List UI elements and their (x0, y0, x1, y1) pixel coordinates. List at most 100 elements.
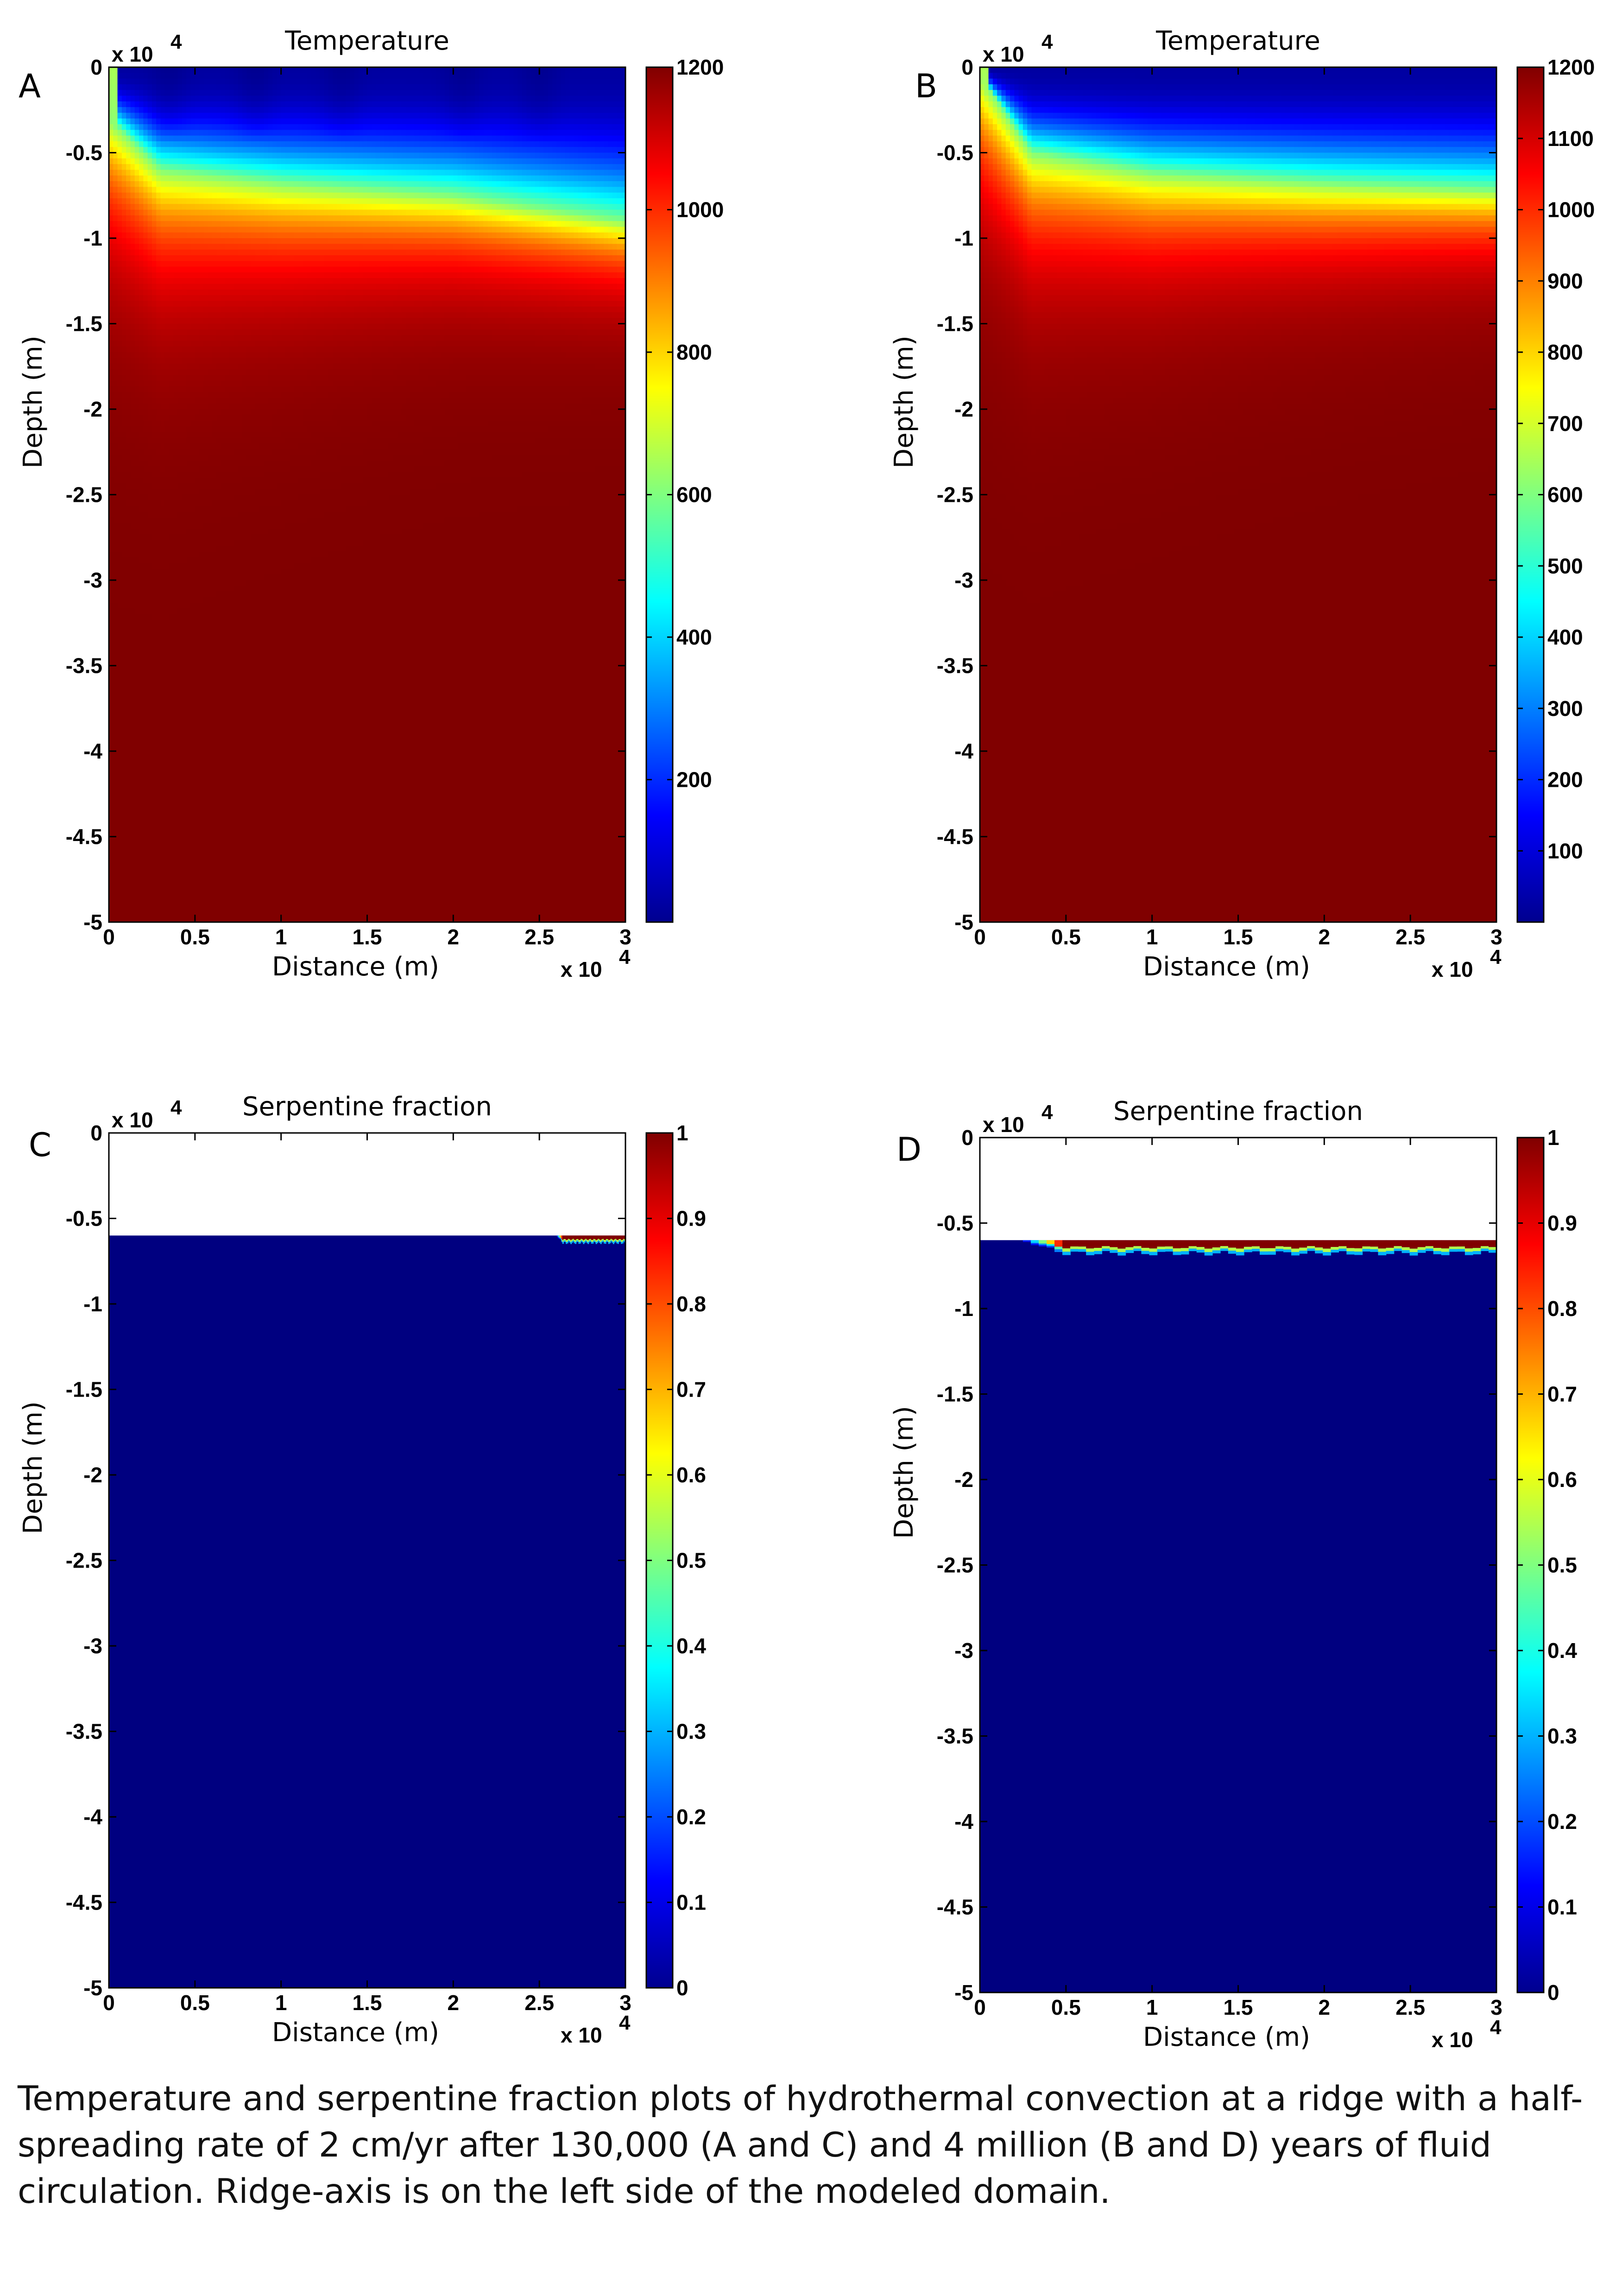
heatmap-cell (156, 518, 161, 524)
heatmap-cell (118, 233, 122, 239)
heatmap-cell (173, 592, 178, 598)
heatmap-cell (182, 278, 187, 284)
heatmap-cell (139, 535, 144, 541)
heatmap-cell (118, 557, 122, 563)
heatmap-cell (156, 666, 161, 672)
heatmap-cell (182, 791, 187, 797)
heatmap-cell (161, 455, 165, 461)
heatmap-cell (126, 814, 131, 820)
heatmap-cell (118, 575, 122, 581)
heatmap-cell (139, 341, 144, 347)
heatmap-cell (178, 358, 183, 364)
heatmap-cell (126, 381, 131, 387)
heatmap-cell (178, 848, 183, 854)
heatmap-cell (148, 295, 152, 301)
heatmap-cell (178, 392, 183, 398)
heatmap-cell (118, 386, 122, 392)
heatmap-cell (165, 364, 170, 370)
heatmap-cell (152, 347, 157, 353)
heatmap-cell (165, 141, 170, 147)
heatmap-cell (173, 443, 178, 449)
heatmap-cell (122, 546, 126, 552)
heatmap-cell (156, 267, 161, 273)
heatmap-cell (139, 324, 144, 330)
heatmap-cell (109, 324, 114, 330)
heatmap-cell (173, 483, 178, 489)
heatmap-cell (130, 90, 135, 96)
heatmap-cell (156, 324, 161, 330)
heatmap-cell (126, 301, 131, 307)
heatmap-cell (130, 580, 135, 586)
heatmap-cell (169, 888, 174, 894)
heatmap-cell (178, 141, 183, 147)
heatmap-cell (165, 803, 170, 809)
heatmap-cell (173, 552, 178, 558)
heatmap-cell (161, 466, 165, 472)
heatmap-cell (135, 700, 139, 706)
heatmap-cell (126, 404, 131, 410)
heatmap-cell (122, 746, 126, 752)
heatmap-cell (186, 329, 191, 335)
heatmap-cell (182, 871, 187, 877)
heatmap-cell (182, 592, 187, 598)
heatmap-cell (135, 842, 139, 848)
heatmap-cell (148, 728, 152, 734)
heatmap-cell (130, 637, 135, 643)
heatmap-cell (173, 204, 178, 210)
heatmap-cell (156, 820, 161, 826)
heatmap-cell (165, 438, 170, 444)
heatmap-cell (182, 911, 187, 917)
heatmap-cell (186, 461, 191, 467)
heatmap-cell (173, 740, 178, 746)
heatmap-cell (182, 221, 187, 227)
heatmap-cell (118, 637, 122, 643)
heatmap-cell (130, 552, 135, 558)
heatmap-cell (118, 529, 122, 535)
heatmap-cell (143, 512, 148, 518)
heatmap-cell (152, 164, 157, 170)
heatmap-cell (143, 717, 148, 723)
heatmap-cell (113, 272, 118, 278)
heatmap-cell (122, 580, 126, 586)
heatmap-cell (169, 620, 174, 626)
heatmap-cell (139, 101, 144, 108)
heatmap-cell (126, 552, 131, 558)
heatmap-cell (182, 649, 187, 655)
heatmap-cell (169, 820, 174, 826)
heatmap-cell (126, 489, 131, 495)
heatmap-cell (165, 865, 170, 871)
heatmap-cell (113, 483, 118, 489)
heatmap-cell (173, 136, 178, 142)
heatmap-cell (113, 347, 118, 353)
heatmap-cell (130, 358, 135, 364)
heatmap-cell (173, 392, 178, 398)
heatmap-cell (135, 774, 139, 780)
heatmap-cell (130, 763, 135, 769)
heatmap-cell (186, 141, 191, 147)
heatmap-cell (126, 250, 131, 256)
heatmap-cell (169, 90, 174, 96)
heatmap-cell (118, 660, 122, 666)
heatmap-cell (178, 877, 183, 883)
heatmap-cell (186, 290, 191, 296)
heatmap-cell (139, 837, 144, 843)
heatmap-cell (135, 170, 139, 176)
heatmap-cell (122, 79, 126, 85)
heatmap-cell (182, 842, 187, 848)
heatmap-cell (173, 176, 178, 182)
heatmap-cell (178, 107, 183, 113)
heatmap-cell (126, 79, 131, 85)
heatmap-cell (113, 312, 118, 318)
heatmap-cell (165, 119, 170, 125)
heatmap-cell (113, 700, 118, 706)
heatmap-cell (109, 290, 114, 296)
heatmap-cell (156, 500, 161, 506)
heatmap-cell (161, 620, 165, 626)
heatmap-cell (178, 763, 183, 769)
heatmap-cell (152, 158, 157, 164)
heatmap-cell (178, 147, 183, 153)
heatmap-cell (139, 842, 144, 848)
heatmap-cell (182, 113, 187, 119)
heatmap-cell (161, 575, 165, 581)
heatmap-cell (186, 432, 191, 438)
